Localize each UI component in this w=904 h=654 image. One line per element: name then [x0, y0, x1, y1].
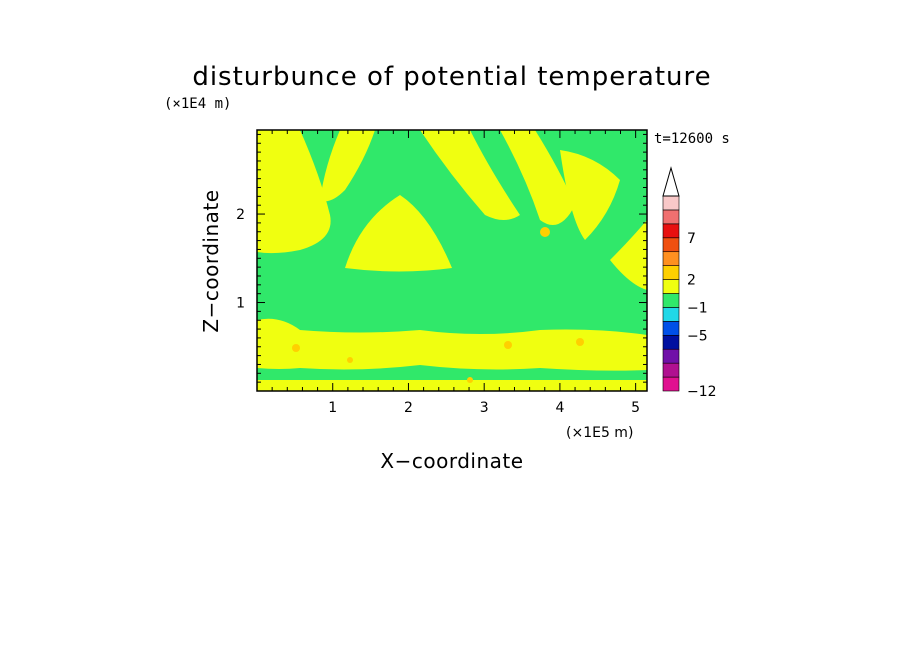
- colorbar-swatch: [662, 293, 680, 308]
- contour-positive-region: [420, 130, 520, 220]
- x-tick-label: 5: [631, 400, 640, 416]
- colorbar-swatch: [662, 376, 680, 392]
- colorbar-swatch: [662, 195, 680, 211]
- contour-positive-region: [500, 130, 575, 225]
- contour-positive-region: [257, 380, 647, 391]
- colorbar-tick-label: −12: [687, 384, 717, 400]
- warm-spot: [292, 344, 300, 352]
- colorbar-swatch: [662, 251, 680, 266]
- colorbar-swatch: [662, 279, 680, 294]
- colorbar-swatch: [662, 348, 680, 364]
- warm-spot: [467, 377, 473, 383]
- colorbar-swatch: [662, 237, 680, 253]
- warm-spot: [540, 227, 550, 237]
- plot-frame: [256, 129, 648, 392]
- x-scale-label: (×1E5 m): [566, 425, 633, 441]
- warm-spot: [504, 341, 512, 349]
- y-tick-label: 1: [236, 296, 245, 312]
- contour-positive-region: [560, 150, 620, 240]
- colorbar-tick-label: 2: [687, 273, 696, 289]
- colorbar: 7 2 −1 −5 −12: [662, 166, 717, 400]
- y-tick-label: 2: [236, 207, 245, 223]
- contour-positive-region: [345, 195, 452, 272]
- x-tick-label: 1: [328, 400, 337, 416]
- contour-positive-region: [610, 220, 647, 290]
- x-tick-label: 2: [404, 400, 413, 416]
- warm-spot: [347, 357, 353, 363]
- x-tick-label: 3: [480, 400, 489, 416]
- contour-positive-region: [320, 130, 375, 202]
- colorbar-swatch: [662, 265, 680, 280]
- time-label: t=12600 s: [654, 131, 730, 147]
- x-axis-label: X−coordinate: [380, 449, 523, 473]
- colorbar-swatch: [662, 334, 680, 350]
- colorbar-swatch: [662, 307, 680, 322]
- colorbar-tick-label: −5: [687, 328, 708, 344]
- colorbar-swatch: [662, 321, 680, 336]
- colorbar-swatch: [662, 209, 680, 225]
- colorbar-tick-label: −1: [687, 300, 708, 316]
- y-scale-label: (×1E4 m): [164, 96, 231, 112]
- colorbar-swatch: [662, 223, 680, 239]
- x-tick-label: 4: [555, 400, 564, 416]
- x-axis: 1 2 3 4 5: [271, 130, 640, 416]
- colorbar-extend-arrow: [662, 166, 680, 197]
- y-axis-label: Z−coordinate: [199, 189, 223, 332]
- contour-positive-region: [257, 130, 331, 254]
- chart-title: disturbunce of potential temperature: [192, 62, 711, 92]
- colorbar-swatch: [662, 362, 680, 378]
- y-axis: 12: [236, 133, 647, 383]
- contour-positive-region: [257, 318, 647, 371]
- warm-spot: [576, 338, 584, 346]
- contour-field: [257, 130, 647, 391]
- colorbar-tick-label: 7: [687, 231, 696, 247]
